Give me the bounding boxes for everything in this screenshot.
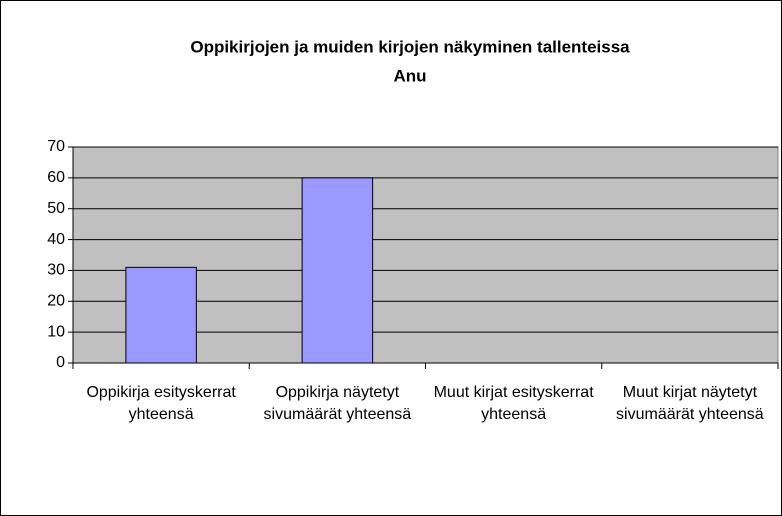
bar bbox=[301, 177, 374, 364]
x-tick-label: Oppikirja esityskerrat yhteensä bbox=[86, 384, 236, 423]
x-tick-label: Muut kirjat esityskerrat yhteensä bbox=[433, 384, 594, 423]
y-tick-label: 20 bbox=[47, 293, 65, 310]
bar bbox=[125, 266, 197, 364]
chart-subtitle: Anu bbox=[393, 66, 426, 85]
y-tick-label: 60 bbox=[47, 169, 65, 186]
y-tick-label: 10 bbox=[47, 323, 65, 340]
y-tick-label: 40 bbox=[47, 231, 65, 248]
y-tick-label: 70 bbox=[47, 138, 65, 155]
chart-title: Oppikirjojen ja muiden kirjojen näkymine… bbox=[190, 37, 630, 56]
x-tick-label: Muut kirjat näytetyt sivumäärät yhteensä bbox=[616, 384, 764, 423]
y-tick-label: 50 bbox=[47, 200, 65, 217]
y-tick-label: 30 bbox=[47, 262, 65, 279]
x-tick-label: Oppikirja näytetyt sivumäärät yhteensä bbox=[263, 384, 412, 423]
y-tick-label: 0 bbox=[56, 354, 65, 371]
